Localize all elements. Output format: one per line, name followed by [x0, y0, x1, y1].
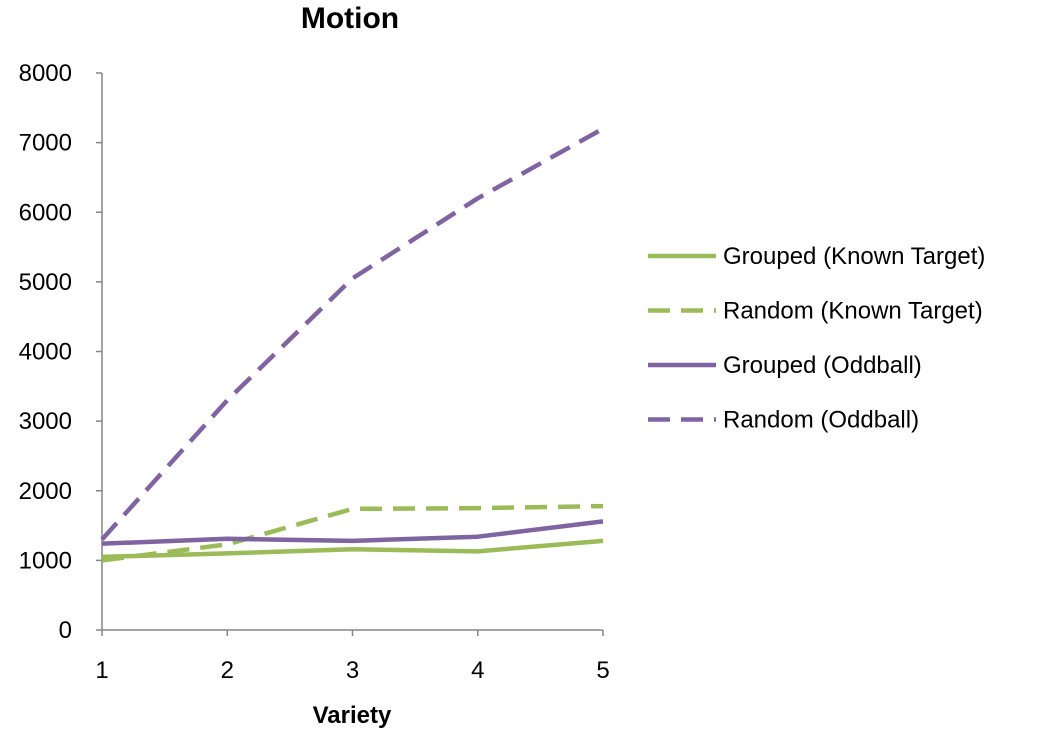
x-tick-label: 4	[471, 657, 484, 684]
y-tick-label: 2000	[19, 478, 72, 505]
series-line-1	[101, 538, 604, 560]
series-line-4	[100, 126, 605, 541]
x-tick-label: 5	[596, 657, 609, 684]
x-axis-title: Variety	[313, 702, 392, 729]
series-line-3	[101, 519, 604, 546]
x-axis: 1 2 3 4 5	[95, 629, 610, 684]
y-tick-label: 0	[59, 617, 72, 644]
series-layer	[100, 126, 605, 563]
legend-label-1: Grouped (Known Target)	[723, 243, 985, 270]
y-tick-label: 6000	[19, 199, 72, 226]
y-tick-label: 5000	[19, 269, 72, 296]
y-axis: 0 1000 2000 3000 4000 5000 6000 7000 8000	[19, 60, 103, 644]
y-tick-label: 7000	[19, 130, 72, 157]
legend: Grouped (Known Target) Random (Known Targ…	[648, 243, 985, 434]
legend-label-3: Grouped (Oddball)	[723, 352, 922, 379]
x-tick-label: 1	[95, 657, 108, 684]
legend-label-4: Random (Oddball)	[723, 407, 919, 434]
series-line-2	[101, 503, 604, 563]
y-tick-label: 4000	[19, 339, 72, 366]
x-tick-label: 2	[221, 657, 234, 684]
y-tick-label: 8000	[19, 60, 72, 87]
x-tick-label: 3	[346, 657, 359, 684]
chart-title: Motion	[301, 2, 399, 35]
y-tick-label: 1000	[19, 547, 72, 574]
y-tick-label: 3000	[19, 408, 72, 435]
legend-label-2: Random (Known Target)	[723, 298, 983, 325]
